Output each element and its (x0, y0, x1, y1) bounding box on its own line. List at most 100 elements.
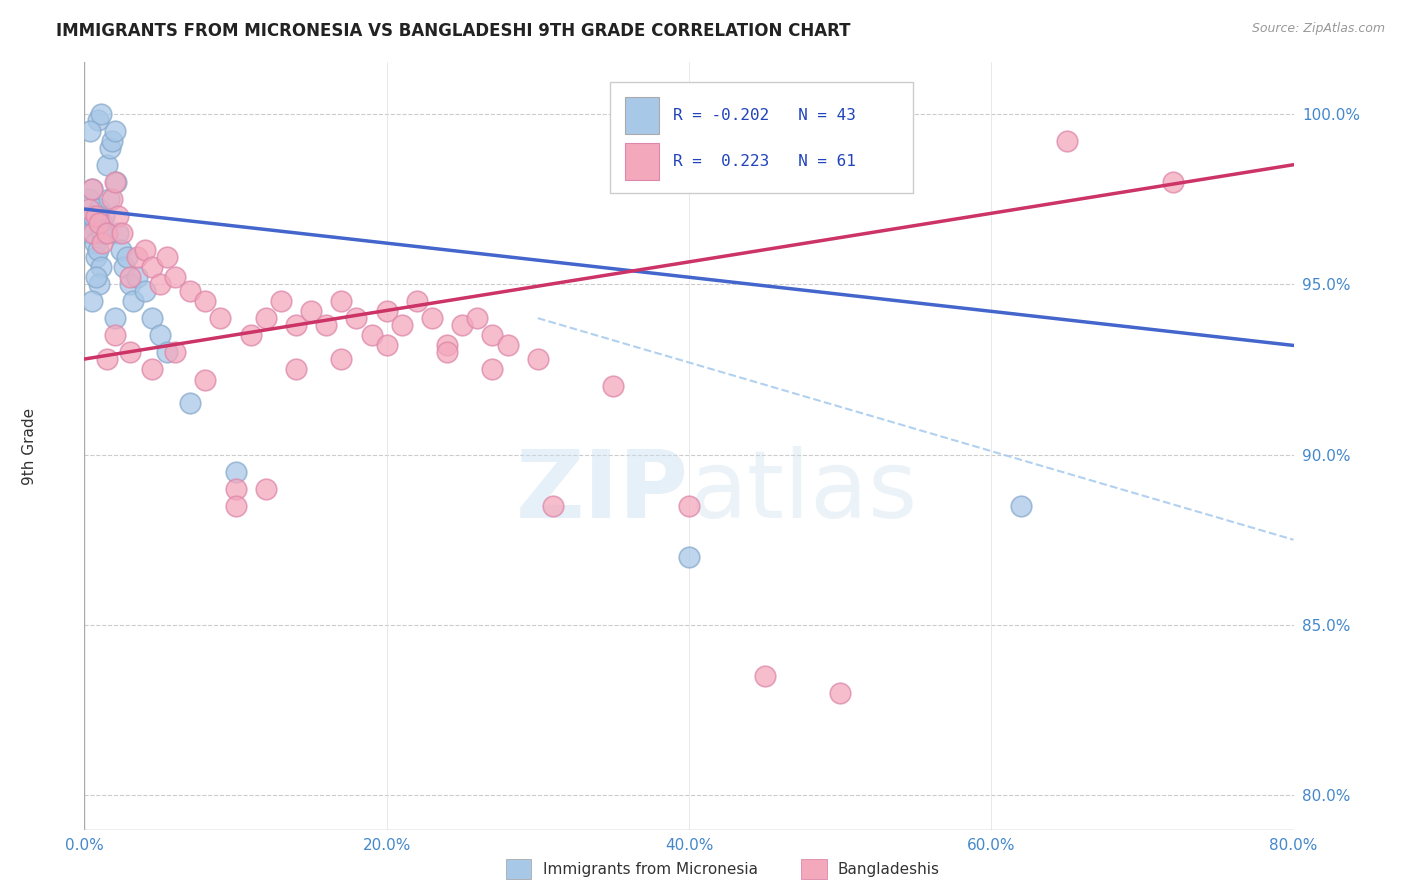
Point (541, 499, 564, 513)
Point (330, 352, 353, 367)
Point (110, 243, 132, 257)
Point (107, 226, 129, 240)
Point (100, 192, 122, 206)
Point (104, 175, 127, 189)
Point (112, 260, 135, 274)
Point (315, 318, 337, 332)
Point (93, 209, 115, 223)
Point (346, 311, 368, 326)
Point (76, 216, 98, 230)
Point (91, 236, 114, 251)
Point (104, 123, 127, 137)
Point (406, 294, 429, 309)
Point (360, 328, 382, 343)
Point (375, 304, 398, 318)
Point (420, 311, 443, 326)
Point (165, 270, 187, 285)
Point (165, 345, 187, 359)
Point (602, 379, 624, 393)
Point (77, 192, 100, 206)
Point (481, 362, 503, 376)
Point (149, 277, 172, 291)
Point (527, 352, 550, 367)
Point (111, 226, 134, 240)
Point (118, 270, 141, 285)
Point (1161, 175, 1184, 189)
Point (194, 294, 217, 309)
Point (225, 482, 247, 496)
Point (89, 277, 111, 291)
Point (127, 250, 149, 264)
Point (436, 338, 458, 352)
Point (496, 338, 519, 352)
Point (375, 338, 398, 352)
Point (77, 202, 100, 216)
Point (91, 216, 114, 230)
FancyBboxPatch shape (610, 81, 912, 193)
Point (141, 362, 163, 376)
Point (209, 311, 232, 326)
Point (330, 294, 353, 309)
Text: R =  0.223   N = 61: R = 0.223 N = 61 (673, 154, 856, 169)
Text: Immigrants from Micronesia: Immigrants from Micronesia (543, 863, 758, 877)
Point (225, 499, 247, 513)
Point (436, 345, 458, 359)
Point (84, 236, 107, 251)
Point (134, 284, 156, 298)
Point (254, 482, 277, 496)
Point (194, 372, 217, 386)
Point (225, 465, 247, 479)
Point (94, 226, 117, 240)
Point (86, 270, 108, 285)
Bar (624, 143, 659, 180)
Point (118, 345, 141, 359)
Text: R = -0.202   N = 43: R = -0.202 N = 43 (673, 108, 856, 123)
Point (830, 686, 852, 700)
Point (80, 294, 103, 309)
Point (105, 175, 128, 189)
Point (141, 260, 163, 274)
Point (97, 192, 120, 206)
Point (254, 311, 277, 326)
Point (285, 362, 308, 376)
Point (179, 396, 201, 410)
Point (285, 318, 308, 332)
Point (82, 209, 104, 223)
Point (79, 123, 101, 137)
Point (391, 318, 413, 332)
Point (115, 250, 138, 264)
Point (179, 284, 201, 298)
Point (90, 106, 112, 120)
Text: IMMIGRANTS FROM MICRONESIA VS BANGLADESHI 9TH GRADE CORRELATION CHART: IMMIGRANTS FROM MICRONESIA VS BANGLADESH… (56, 22, 851, 40)
Point (156, 345, 179, 359)
Point (299, 304, 322, 318)
Point (754, 669, 776, 683)
Text: ZIP: ZIP (516, 446, 689, 538)
Point (678, 499, 700, 513)
Point (467, 311, 489, 326)
Point (134, 243, 156, 257)
Point (87, 243, 110, 257)
Point (107, 209, 129, 223)
Text: atlas: atlas (689, 446, 917, 538)
Point (82, 209, 104, 223)
Point (98, 141, 121, 155)
Point (104, 311, 127, 326)
Point (80, 181, 103, 195)
Point (141, 311, 163, 326)
Point (118, 277, 141, 291)
Point (89, 216, 111, 230)
Point (82, 226, 104, 240)
Point (149, 328, 172, 343)
Point (91, 226, 114, 240)
Bar (624, 97, 659, 134)
Point (451, 318, 474, 332)
Point (86, 209, 108, 223)
Point (239, 328, 262, 343)
Point (121, 294, 143, 309)
Point (127, 270, 149, 285)
Point (90, 260, 112, 274)
Point (79, 226, 101, 240)
Text: 9th Grade: 9th Grade (22, 408, 38, 484)
Point (96, 158, 118, 172)
